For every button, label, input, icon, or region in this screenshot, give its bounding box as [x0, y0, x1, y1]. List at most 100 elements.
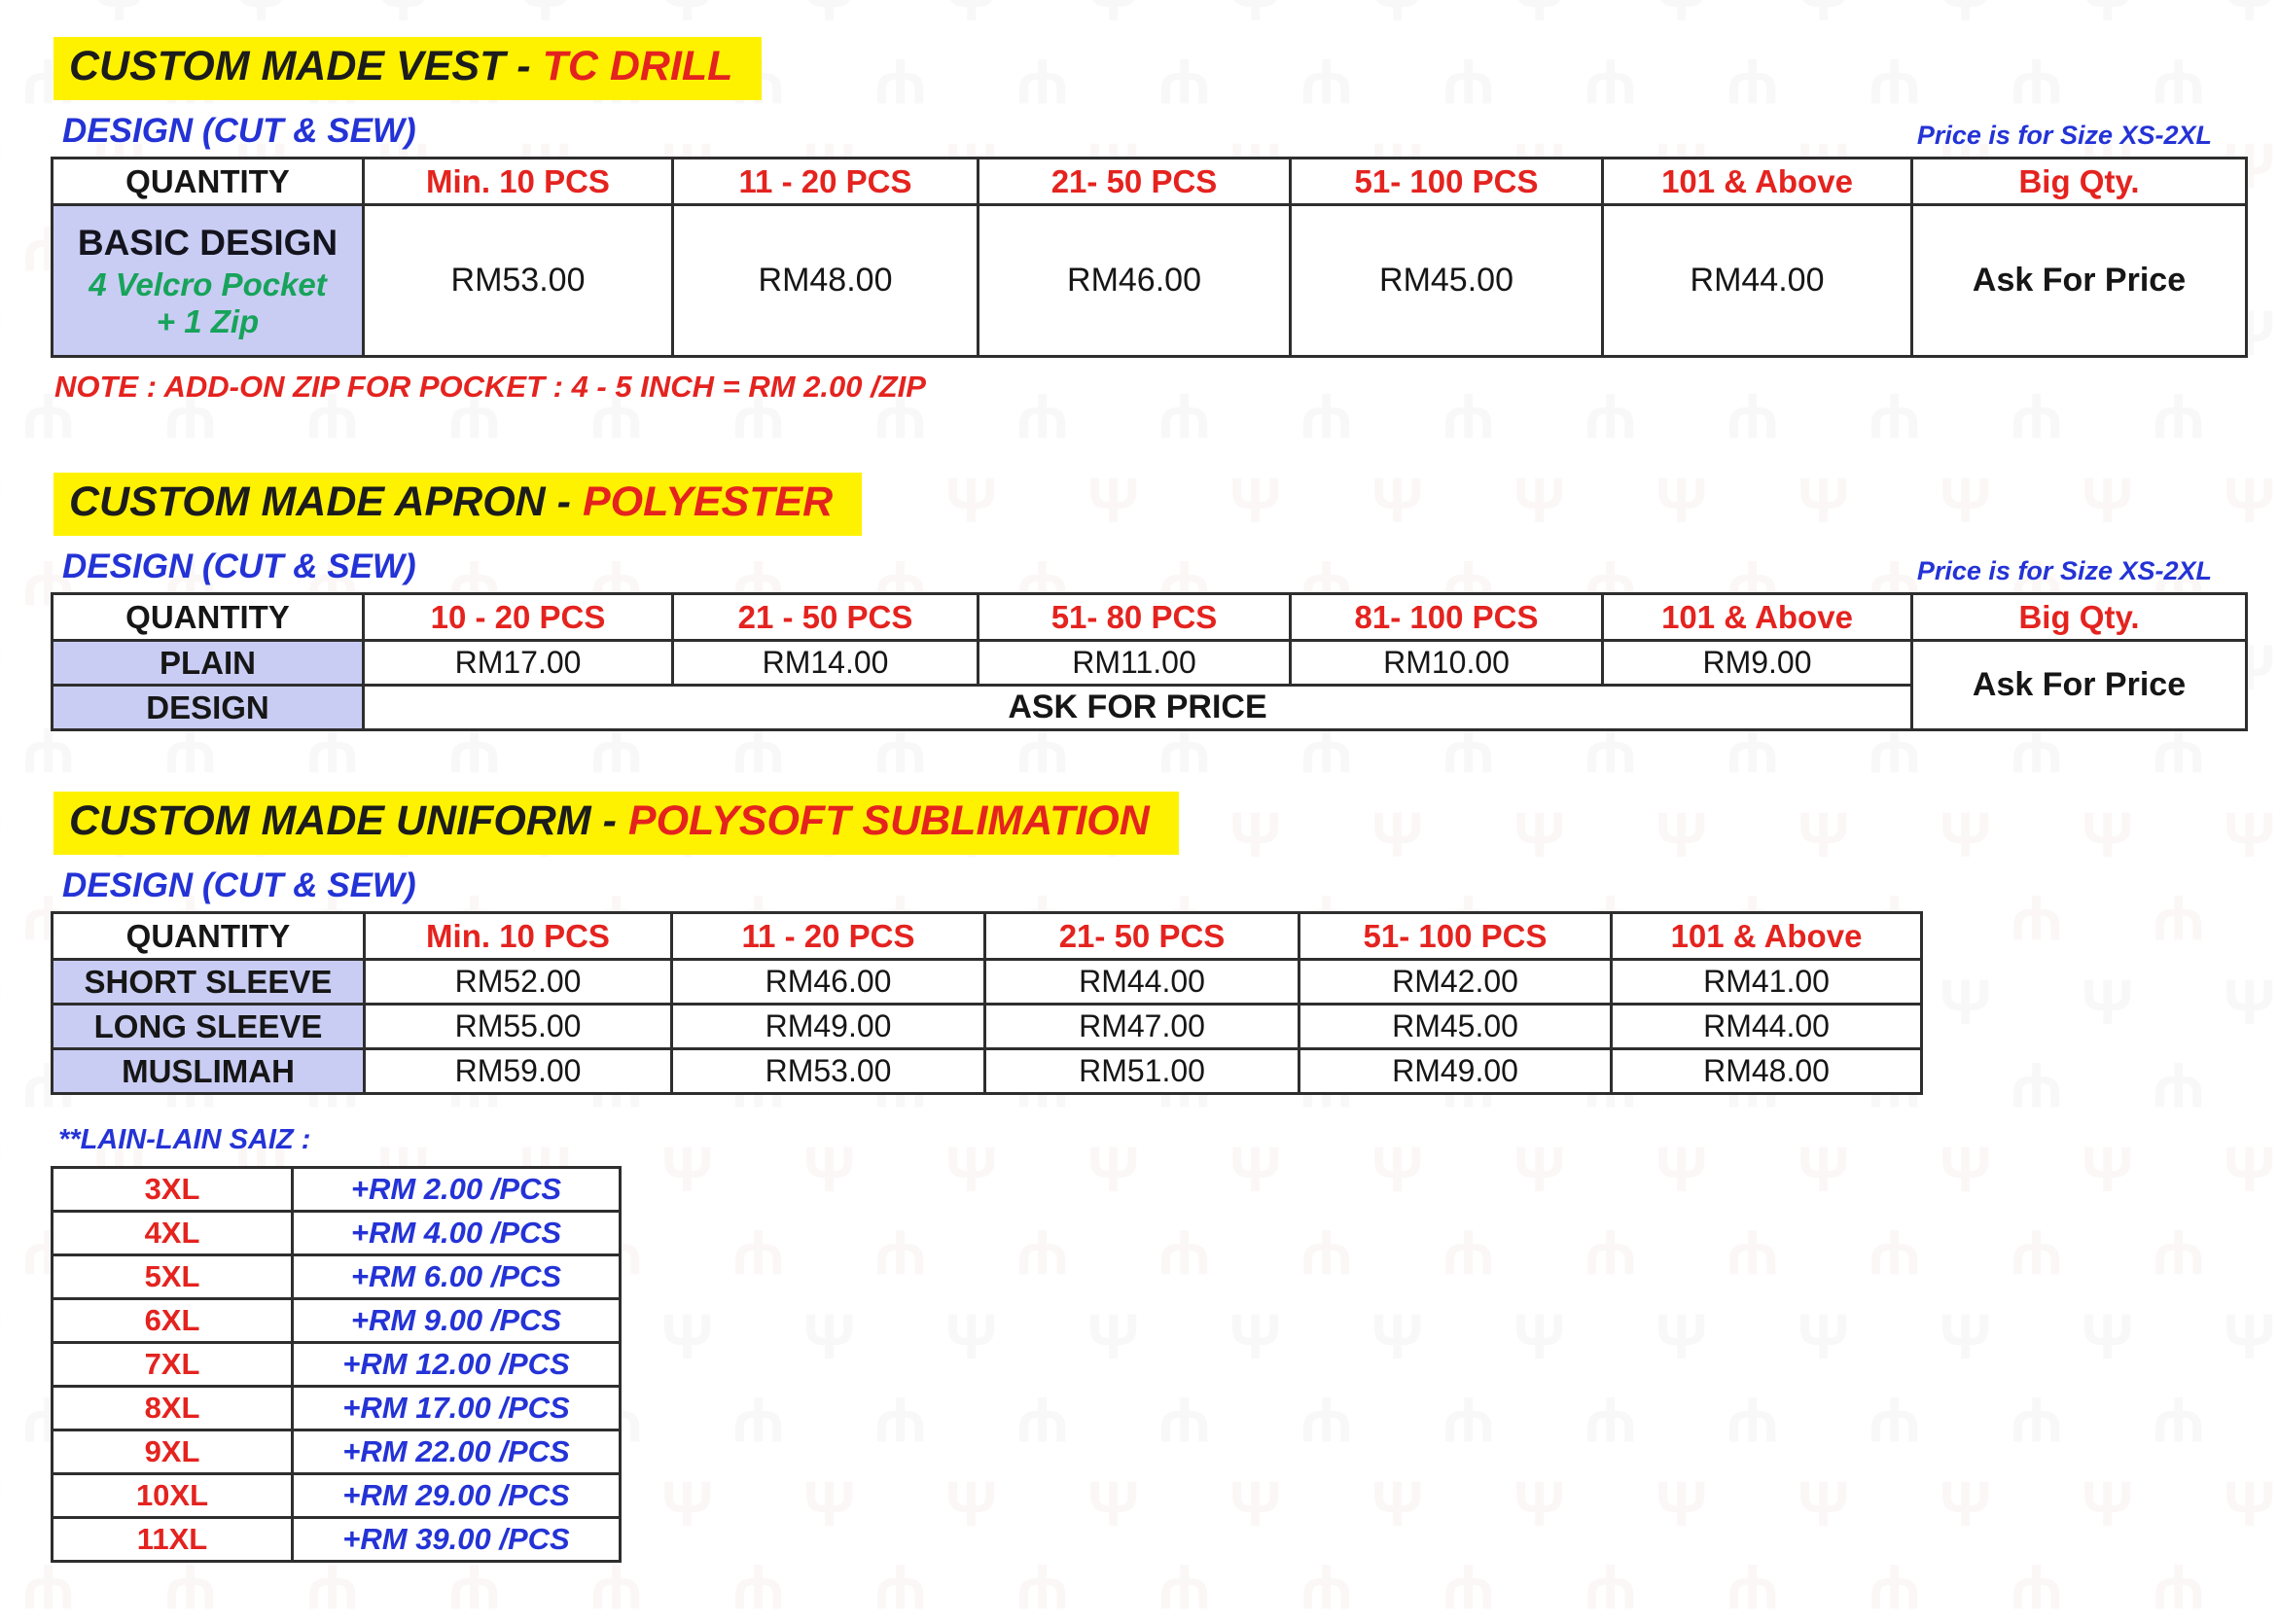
vest-row-feature-2: + 1 Zip — [156, 302, 260, 339]
uniform-m-tier-5: RM48.00 — [1610, 1047, 1923, 1095]
size-surcharge-value: +RM 29.00 /PCS — [291, 1472, 622, 1519]
uniform-design-label: DESIGN (CUT & SEW) — [62, 866, 416, 904]
apron-col-big-qty: Big Qty. — [1910, 592, 2248, 642]
apron-design-row: DESIGN ASK FOR PRICE — [51, 684, 2247, 731]
uniform-ls-tier-4: RM45.00 — [1298, 1003, 1613, 1050]
apron-col-tier-1: 10 - 20 PCS — [362, 592, 674, 642]
vest-row-label-cell: BASIC DESIGN 4 Velcro Pocket + 1 Zip — [51, 203, 365, 358]
size-surcharge-value: +RM 6.00 /PCS — [291, 1253, 622, 1300]
uniform-col-tier-3: 21- 50 PCS — [983, 911, 1300, 961]
vest-col-tier-1: Min. 10 PCS — [362, 157, 674, 206]
apron-col-quantity: QUANTITY — [51, 592, 365, 642]
uniform-ls-tier-5: RM44.00 — [1610, 1003, 1923, 1050]
apron-price-table: QUANTITY 10 - 20 PCS 21 - 50 PCS 51- 80 … — [51, 592, 2248, 731]
size-label: 5XL — [51, 1253, 294, 1300]
vest-design-label: DESIGN (CUT & SEW) — [62, 112, 416, 150]
size-row-7xl: 7XL +RM 12.00 /PCS — [51, 1341, 622, 1388]
apron-plain-tier-5: RM9.00 — [1601, 639, 1913, 687]
uniform-title-fabric: POLYSOFT SUBLIMATION — [627, 797, 1150, 844]
size-label: 3XL — [51, 1166, 294, 1213]
uniform-short-sleeve-row: SHORT SLEEVE RM52.00 RM46.00 RM44.00 RM4… — [51, 958, 1923, 1006]
apron-big-qty-cell: Ask For Price — [1910, 639, 2248, 731]
size-label: 4XL — [51, 1210, 294, 1256]
apron-title-fabric: POLYESTER — [582, 478, 834, 525]
vest-col-tier-5: 101 & Above — [1601, 157, 1913, 206]
uniform-col-tier-5: 101 & Above — [1610, 911, 1923, 961]
uniform-muslimah-label: MUSLIMAH — [51, 1047, 366, 1095]
size-surcharge-value: +RM 4.00 /PCS — [291, 1210, 622, 1256]
vest-price-tier-2: RM48.00 — [671, 203, 979, 358]
uniform-ss-tier-4: RM42.00 — [1298, 958, 1613, 1006]
apron-table-header-row: QUANTITY 10 - 20 PCS 21 - 50 PCS 51- 80 … — [51, 592, 2248, 642]
apron-design-ask-cell: ASK FOR PRICE — [362, 684, 1913, 731]
size-surcharge-value: +RM 12.00 /PCS — [291, 1341, 622, 1388]
apron-size-note: Price is for Size XS-2XL — [1916, 556, 2212, 585]
uniform-m-tier-3: RM51.00 — [983, 1047, 1300, 1095]
size-label: 11XL — [51, 1516, 294, 1563]
apron-plain-tier-1: RM17.00 — [362, 639, 674, 687]
apron-plain-label: PLAIN — [51, 639, 365, 687]
section-uniform: CUSTOM MADE UNIFORM - POLYSOFT SUBLIMATI… — [51, 792, 2278, 1095]
vest-col-tier-3: 21- 50 PCS — [977, 157, 1292, 206]
size-label: 9XL — [51, 1429, 294, 1475]
size-label: 10XL — [51, 1472, 294, 1519]
uniform-m-tier-1: RM59.00 — [363, 1047, 673, 1095]
size-row-10xl: 10XL +RM 29.00 /PCS — [51, 1472, 622, 1519]
uniform-long-sleeve-label: LONG SLEEVE — [51, 1003, 366, 1050]
vest-col-tier-4: 51- 100 PCS — [1289, 157, 1604, 206]
section-vest: CUSTOM MADE VEST - TC DRILL DESIGN (CUT … — [51, 37, 2278, 405]
section-apron: CUSTOM MADE APRON - POLYESTER DESIGN (CU… — [51, 473, 2278, 731]
vest-basic-design-row: BASIC DESIGN 4 Velcro Pocket + 1 Zip RM5… — [51, 203, 2248, 358]
apron-title-text: CUSTOM MADE APRON - — [69, 478, 583, 525]
section-other-sizes: **LAIN-LAIN SAIZ : 3XL +RM 2.00 /PCS 4XL… — [51, 1124, 2278, 1563]
apron-section-title: CUSTOM MADE APRON - POLYESTER — [53, 473, 863, 536]
size-row-11xl: 11XL +RM 39.00 /PCS — [51, 1516, 622, 1563]
uniform-ls-tier-3: RM47.00 — [983, 1003, 1300, 1050]
uniform-col-quantity: QUANTITY — [51, 911, 366, 961]
uniform-col-tier-4: 51- 100 PCS — [1298, 911, 1613, 961]
vest-col-tier-2: 11 - 20 PCS — [671, 157, 979, 206]
apron-plain-tier-2: RM14.00 — [671, 639, 979, 687]
uniform-short-sleeve-label: SHORT SLEEVE — [51, 958, 366, 1006]
size-surcharge-value: +RM 22.00 /PCS — [291, 1429, 622, 1475]
size-row-9xl: 9XL +RM 22.00 /PCS — [51, 1429, 622, 1475]
vest-big-qty-cell: Ask For Price — [1910, 203, 2248, 358]
apron-plain-tier-3: RM11.00 — [977, 639, 1292, 687]
apron-col-tier-5: 101 & Above — [1601, 592, 1913, 642]
apron-col-tier-2: 21 - 50 PCS — [671, 592, 979, 642]
size-row-6xl: 6XL +RM 9.00 /PCS — [51, 1297, 622, 1344]
apron-col-tier-3: 51- 80 PCS — [977, 592, 1292, 642]
uniform-ss-tier-2: RM46.00 — [670, 958, 986, 1006]
vest-price-table: QUANTITY Min. 10 PCS 11 - 20 PCS 21- 50 … — [51, 157, 2248, 358]
size-row-3xl: 3XL +RM 2.00 /PCS — [51, 1166, 622, 1213]
size-row-5xl: 5XL +RM 6.00 /PCS — [51, 1253, 622, 1300]
apron-plain-tier-4: RM10.00 — [1289, 639, 1604, 687]
vest-table-header-row: QUANTITY Min. 10 PCS 11 - 20 PCS 21- 50 … — [51, 157, 2248, 206]
size-label: 6XL — [51, 1297, 294, 1344]
uniform-col-tier-2: 11 - 20 PCS — [670, 911, 986, 961]
uniform-m-tier-4: RM49.00 — [1298, 1047, 1613, 1095]
size-surcharge-table: 3XL +RM 2.00 /PCS 4XL +RM 4.00 /PCS 5XL … — [51, 1166, 622, 1563]
size-row-8xl: 8XL +RM 17.00 /PCS — [51, 1385, 622, 1431]
uniform-ss-tier-5: RM41.00 — [1610, 958, 1923, 1006]
uniform-col-tier-1: Min. 10 PCS — [363, 911, 673, 961]
uniform-ss-tier-1: RM52.00 — [363, 958, 673, 1006]
uniform-table-header-row: QUANTITY Min. 10 PCS 11 - 20 PCS 21- 50 … — [51, 911, 1923, 961]
vest-price-tier-4: RM45.00 — [1289, 203, 1604, 358]
apron-col-tier-4: 81- 100 PCS — [1289, 592, 1604, 642]
size-label: 8XL — [51, 1385, 294, 1431]
apron-plain-row: PLAIN RM17.00 RM14.00 RM11.00 RM10.00 RM… — [51, 639, 2248, 731]
vest-title-fabric: TC DRILL — [542, 43, 733, 89]
uniform-muslimah-row: MUSLIMAH RM59.00 RM53.00 RM51.00 RM49.00… — [51, 1047, 1923, 1095]
uniform-title-text: CUSTOM MADE UNIFORM - — [69, 797, 628, 844]
sizes-heading: **LAIN-LAIN SAIZ : — [58, 1124, 311, 1155]
size-surcharge-value: +RM 17.00 /PCS — [291, 1385, 622, 1431]
uniform-long-sleeve-row: LONG SLEEVE RM55.00 RM49.00 RM47.00 RM45… — [51, 1003, 1923, 1050]
vest-price-tier-1: RM53.00 — [362, 203, 674, 358]
vest-row-label: BASIC DESIGN — [77, 223, 338, 264]
uniform-ls-tier-2: RM49.00 — [670, 1003, 986, 1050]
size-label: 7XL — [51, 1341, 294, 1388]
uniform-price-table: QUANTITY Min. 10 PCS 11 - 20 PCS 21- 50 … — [51, 911, 1923, 1095]
apron-design-label: DESIGN (CUT & SEW) — [62, 547, 416, 585]
uniform-ls-tier-1: RM55.00 — [363, 1003, 673, 1050]
